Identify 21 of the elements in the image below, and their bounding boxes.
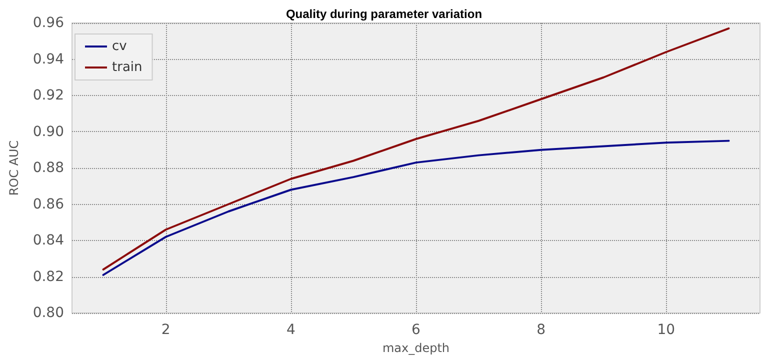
x-tick-label: 8 — [536, 322, 546, 338]
x-tick-label: 2 — [161, 322, 170, 338]
y-axis-title: ROC AUC — [7, 140, 21, 196]
line-series — [102, 27, 730, 270]
y-tick-label: 0.92 — [32, 88, 64, 104]
x-tick-label: 10 — [657, 322, 676, 338]
y-tick-label: 0.82 — [32, 268, 64, 285]
y-tick-label: 0.80 — [32, 305, 64, 321]
x-tick-label: 6 — [412, 322, 421, 338]
chart-title: Quality during parameter variation — [286, 7, 482, 21]
line-series — [102, 140, 730, 276]
y-tick-label: 0.84 — [32, 232, 64, 248]
y-tick-label: 0.88 — [32, 160, 64, 176]
legend-label: train — [112, 60, 142, 75]
x-tick-label: 4 — [286, 322, 296, 338]
y-tick-label: 0.86 — [32, 196, 64, 212]
y-tick-label: 0.94 — [32, 51, 64, 68]
legend-label: cv — [112, 39, 128, 54]
x-axis-title: max_depth — [382, 340, 450, 355]
y-tick-label: 0.90 — [32, 124, 64, 140]
y-tick-label: 0.96 — [32, 15, 64, 31]
